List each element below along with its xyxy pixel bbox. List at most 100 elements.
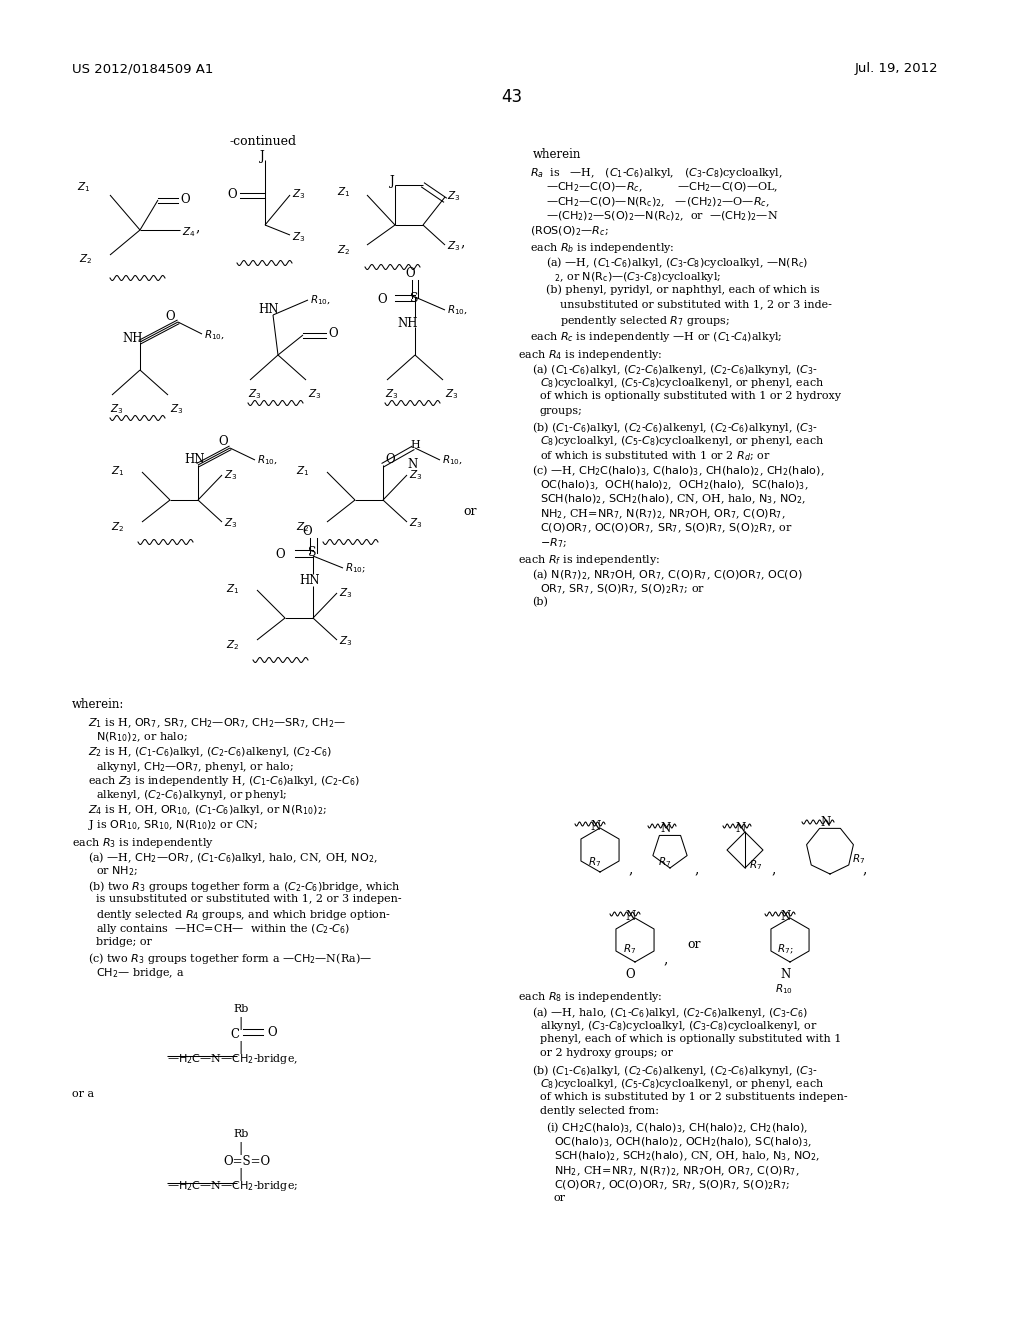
Text: groups;: groups; xyxy=(540,405,583,416)
Text: HN: HN xyxy=(299,574,319,587)
Text: $R_{10}$,: $R_{10}$, xyxy=(310,293,331,306)
Text: |: | xyxy=(239,1041,243,1053)
Text: J is $\mathrm{OR_{10}}$, $\mathrm{SR_{10}}$, $\mathrm{N(R_{10})_2}$ or CN;: J is $\mathrm{OR_{10}}$, $\mathrm{SR_{10… xyxy=(88,817,258,832)
Text: O: O xyxy=(218,436,227,447)
Text: $Z_2$: $Z_2$ xyxy=(296,520,309,533)
Text: (b) $(C_1$-$C_6)$alkyl, $(C_2$-$C_6)$alkenyl, $(C_2$-$C_6)$alkynyl, $(C_3$-: (b) $(C_1$-$C_6)$alkyl, $(C_2$-$C_6)$alk… xyxy=(532,420,818,436)
Text: $Z_3$: $Z_3$ xyxy=(248,387,261,401)
Text: $R_a$  is   —H,   $(C_1$-$C_6)$alkyl,   $(C_3$-$C_8)$cycloalkyl,: $R_a$ is —H, $(C_1$-$C_6)$alkyl, $(C_3$-… xyxy=(530,166,782,180)
Text: (b): (b) xyxy=(532,597,548,607)
Text: Jul. 19, 2012: Jul. 19, 2012 xyxy=(855,62,939,75)
Text: $R_7$: $R_7$ xyxy=(749,858,762,871)
Text: $R_7$: $R_7$ xyxy=(852,851,865,866)
Text: O: O xyxy=(227,187,237,201)
Text: $R_7$: $R_7$ xyxy=(589,855,602,869)
Text: $Z_1$: $Z_1$ xyxy=(111,465,124,478)
Text: each $R_f$ is independently:: each $R_f$ is independently: xyxy=(518,553,660,568)
Text: O: O xyxy=(302,525,312,539)
Text: (a) —H, $(C_1$-$C_6)$alkyl, $(C_3$-$C_8)$cycloalkyl, —$\mathrm{N(R_c)}$: (a) —H, $(C_1$-$C_6)$alkyl, $(C_3$-$C_8)… xyxy=(546,256,808,271)
Text: or: or xyxy=(463,506,476,517)
Text: dently selected from:: dently selected from: xyxy=(540,1106,659,1115)
Text: $C_8)$cycloalkyl, $(C_5$-$C_8)$cycloalkenyl, or phenyl, each: $C_8)$cycloalkyl, $(C_5$-$C_8)$cycloalke… xyxy=(540,1077,824,1092)
Text: O: O xyxy=(328,327,338,341)
Text: $R_{10}$,: $R_{10}$, xyxy=(257,453,278,466)
Text: $-R_7$;: $-R_7$; xyxy=(540,536,567,549)
Text: $Z_3$: $Z_3$ xyxy=(308,387,322,401)
Text: $Z_3$: $Z_3$ xyxy=(385,387,398,401)
Text: $Z_3$: $Z_3$ xyxy=(445,387,459,401)
Text: $Z_3$: $Z_3$ xyxy=(224,469,238,482)
Text: phenyl, each of which is optionally substituted with 1: phenyl, each of which is optionally subs… xyxy=(540,1034,842,1044)
Text: US 2012/0184509 A1: US 2012/0184509 A1 xyxy=(72,62,213,75)
Text: $\mathrm{NH_2}$, CH$\!=\!$$\mathrm{NR_7}$, $\mathrm{N(R_7)_2}$, $\mathrm{NR_7OH}: $\mathrm{NH_2}$, CH$\!=\!$$\mathrm{NR_7}… xyxy=(554,1164,800,1177)
Text: —$\mathrm{H_2C}$—N—$\mathrm{CH_2}$-bridge,: —$\mathrm{H_2C}$—N—$\mathrm{CH_2}$-bridg… xyxy=(167,1052,298,1067)
Text: —$\mathrm{H_2C}$—N—$\mathrm{CH_2}$-bridge;: —$\mathrm{H_2C}$—N—$\mathrm{CH_2}$-bridg… xyxy=(167,1179,298,1193)
Text: $\mathrm{C(O)OR_7}$, $\mathrm{OC(O)OR_7}$, $\mathrm{SR_7}$, $\mathrm{S(O)R_7}$, : $\mathrm{C(O)OR_7}$, $\mathrm{OC(O)OR_7}… xyxy=(554,1179,791,1192)
Text: $Z_3$: $Z_3$ xyxy=(409,516,423,529)
Text: $C_8)$cycloalkyl, $(C_5$-$C_8)$cycloalkenyl, or phenyl, each: $C_8)$cycloalkyl, $(C_5$-$C_8)$cycloalke… xyxy=(540,434,824,449)
Text: of which is substituted with 1 or 2 $R_d$; or: of which is substituted with 1 or 2 $R_d… xyxy=(540,449,771,462)
Text: |: | xyxy=(239,1168,243,1181)
Text: $Z_3$: $Z_3$ xyxy=(292,230,305,244)
Text: —$\mathrm{CH_2}$—$\mathrm{C(O)}$—$R_c$,          —$\mathrm{CH_2}$—$\mathrm{C(O)}: —$\mathrm{CH_2}$—$\mathrm{C(O)}$—$R_c$, … xyxy=(546,181,778,194)
Text: N: N xyxy=(781,968,792,981)
Text: $Z_2$: $Z_2$ xyxy=(79,252,92,265)
Text: $R_7$: $R_7$ xyxy=(658,855,672,869)
Text: N: N xyxy=(781,909,792,923)
Text: (a) $\mathrm{N(R_7)_2}$, $\mathrm{NR_7OH}$, $\mathrm{OR_7}$, $\mathrm{C(O)R_7}$,: (a) $\mathrm{N(R_7)_2}$, $\mathrm{NR_7OH… xyxy=(532,568,803,582)
Text: (c) two $R_3$ groups together form a —$\mathrm{CH_2}$—N(Ra)—: (c) two $R_3$ groups together form a —$\… xyxy=(88,952,372,966)
Text: (a) —H, $\mathrm{CH_2}$—$\mathrm{OR_7}$, $(C_1$-$C_6)$alkyl, halo, CN, OH, $\mat: (a) —H, $\mathrm{CH_2}$—$\mathrm{OR_7}$,… xyxy=(88,850,378,865)
Text: O: O xyxy=(385,453,394,466)
Text: $Z_3$: $Z_3$ xyxy=(447,239,461,253)
Text: wherein: wherein xyxy=(534,148,582,161)
Text: ,: , xyxy=(628,862,633,876)
Text: $Z_3$: $Z_3$ xyxy=(110,403,124,416)
Text: $Z_4$: $Z_4$ xyxy=(182,224,196,239)
Text: each $R_b$ is independently:: each $R_b$ is independently: xyxy=(530,242,675,255)
Text: O: O xyxy=(406,267,415,280)
Text: $Z_3$: $Z_3$ xyxy=(409,469,423,482)
Text: $\mathrm{OR_7}$, $\mathrm{SR_7}$, $\mathrm{S(O)R_7}$, $\mathrm{S(O)_2R_7}$; or: $\mathrm{OR_7}$, $\mathrm{SR_7}$, $\math… xyxy=(540,582,706,595)
Text: O: O xyxy=(267,1026,276,1039)
Text: $\mathrm{NH_2}$, CH$\!=\!$$\mathrm{NR_7}$, $\mathrm{N(R_7)_2}$, $\mathrm{NR_7OH}: $\mathrm{NH_2}$, CH$\!=\!$$\mathrm{NR_7}… xyxy=(540,507,785,520)
Text: N: N xyxy=(407,458,417,471)
Text: or 2 hydroxy groups; or: or 2 hydroxy groups; or xyxy=(540,1048,673,1059)
Text: $R_7$;: $R_7$; xyxy=(777,942,794,956)
Text: $\mathrm{(ROS(O)_2}$—$R_c$;: $\mathrm{(ROS(O)_2}$—$R_c$; xyxy=(530,224,608,238)
Text: $Z_2$ is H, $(C_1$-$C_6)$alkyl, $(C_2$-$C_6)$alkenyl, $(C_2$-$C_6)$: $Z_2$ is H, $(C_1$-$C_6)$alkyl, $(C_2$-$… xyxy=(88,744,332,759)
Text: or a: or a xyxy=(72,1089,94,1100)
Text: or: or xyxy=(554,1193,566,1203)
Text: N: N xyxy=(591,820,601,833)
Text: $Z_1$: $Z_1$ xyxy=(225,582,239,595)
Text: ,: , xyxy=(663,952,668,966)
Text: (b) $(C_1$-$C_6)$alkyl, $(C_2$-$C_6)$alkenyl, $(C_2$-$C_6)$alkynyl, $(C_3$-: (b) $(C_1$-$C_6)$alkyl, $(C_2$-$C_6)$alk… xyxy=(532,1063,818,1077)
Text: $Z_3$: $Z_3$ xyxy=(224,516,238,529)
Text: ,: , xyxy=(771,862,775,876)
Text: or $\mathrm{NH_2}$;: or $\mathrm{NH_2}$; xyxy=(96,865,138,878)
Text: NH: NH xyxy=(122,333,142,345)
Text: unsubstituted or substituted with 1, 2 or 3 inde-: unsubstituted or substituted with 1, 2 o… xyxy=(560,300,831,309)
Text: $Z_3$: $Z_3$ xyxy=(339,634,352,648)
Text: ,: , xyxy=(862,862,866,876)
Text: $\mathrm{C(O)OR_7}$, $\mathrm{OC(O)OR_7}$, $\mathrm{SR_7}$, $\mathrm{S(O)R_7}$, : $\mathrm{C(O)OR_7}$, $\mathrm{OC(O)OR_7}… xyxy=(540,521,793,535)
Text: O: O xyxy=(275,548,285,561)
Text: $R_{10}$;: $R_{10}$; xyxy=(345,561,367,574)
Text: of which is optionally substituted with 1 or 2 hydroxy: of which is optionally substituted with … xyxy=(540,391,841,401)
Text: C: C xyxy=(230,1028,240,1041)
Text: $Z_2$: $Z_2$ xyxy=(226,638,239,652)
Text: O: O xyxy=(626,968,635,981)
Text: O=S=O: O=S=O xyxy=(223,1155,270,1168)
Text: (i) $\mathrm{CH_2C(halo)_3}$, $\mathrm{C(halo)_3}$, $\mathrm{CH(halo)_2}$, $\mat: (i) $\mathrm{CH_2C(halo)_3}$, $\mathrm{C… xyxy=(546,1121,808,1135)
Text: —$\mathrm{CH_2}$—$\mathrm{C(O)}$—$\mathrm{N(R_c)_2}$,   —$\mathrm{(CH_2)_2}$—O—$: —$\mathrm{CH_2}$—$\mathrm{C(O)}$—$\mathr… xyxy=(546,195,770,209)
Text: (c) —H, $\mathrm{CH_2C(halo)_3}$, $\mathrm{C(halo)_3}$, $\mathrm{CH(halo)_2}$, $: (c) —H, $\mathrm{CH_2C(halo)_3}$, $\math… xyxy=(532,463,824,478)
Text: $_2$, or $\mathrm{N(R_c)}$—$(C_3$-$C_8)$cycloalkyl;: $_2$, or $\mathrm{N(R_c)}$—$(C_3$-$C_8)$… xyxy=(554,271,722,284)
Text: each $R_3$ is independently: each $R_3$ is independently xyxy=(72,836,214,850)
Text: |: | xyxy=(239,1016,243,1030)
Text: $Z_3$: $Z_3$ xyxy=(447,189,461,203)
Text: $R_{10}$,: $R_{10}$, xyxy=(204,327,225,342)
Text: $R_7$: $R_7$ xyxy=(624,942,637,956)
Text: each $Z_3$ is independently H, $(C_1$-$C_6)$alkyl, $(C_2$-$C_6)$: each $Z_3$ is independently H, $(C_1$-$C… xyxy=(88,774,360,788)
Text: N: N xyxy=(626,909,636,923)
Text: $Z_3$: $Z_3$ xyxy=(292,187,305,201)
Text: $Z_1$: $Z_1$ xyxy=(337,185,350,199)
